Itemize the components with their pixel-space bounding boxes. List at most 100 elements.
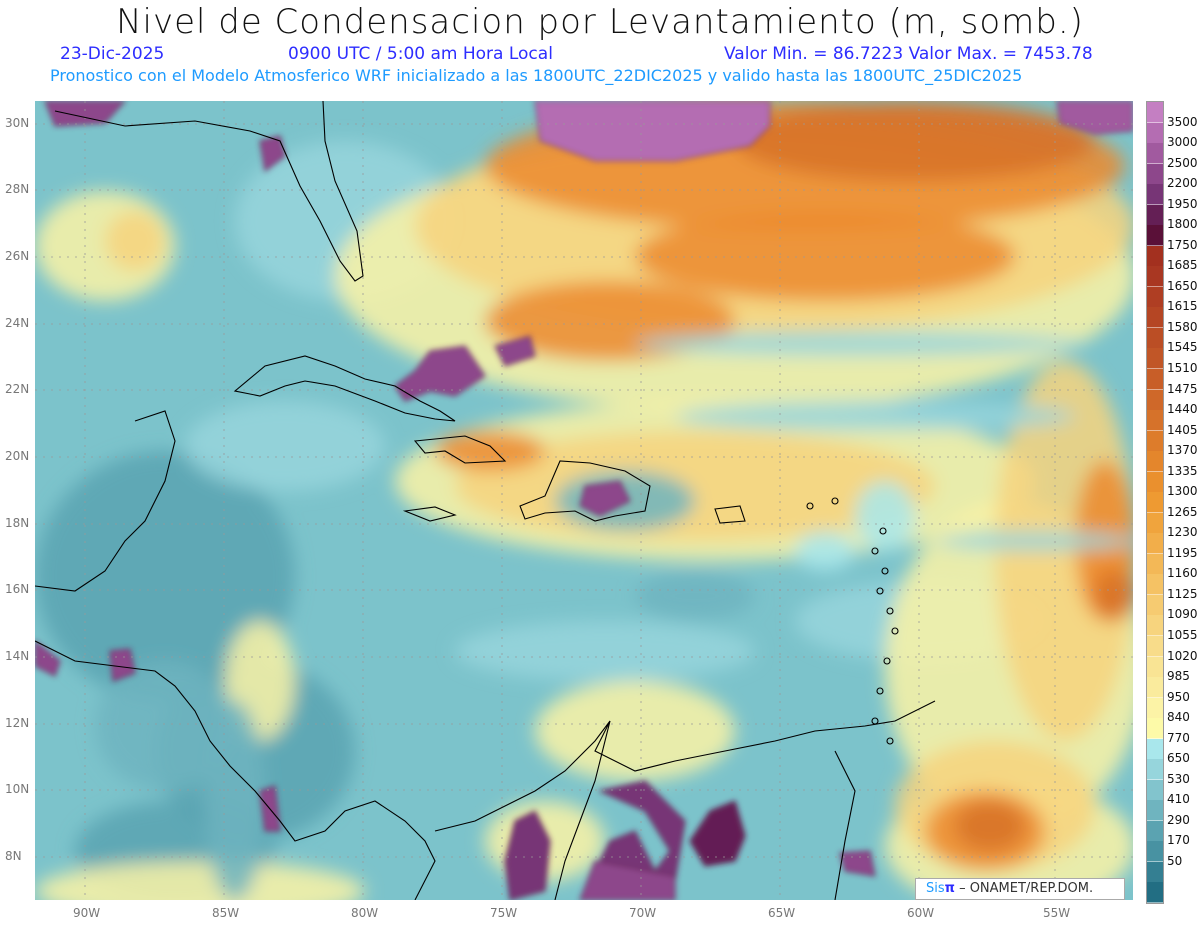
high-lcl-area (839, 850, 876, 877)
field-blob (735, 101, 1095, 181)
coastline (402, 506, 457, 522)
high-lcl-area (504, 810, 551, 900)
latitude-label: 8N (5, 849, 22, 863)
colorbar-label: 1750 (1167, 237, 1198, 252)
field-blob (35, 451, 295, 701)
colorbar-swatch (1147, 615, 1163, 637)
coastline (519, 460, 651, 522)
latitude-label: 18N (5, 516, 30, 530)
island-outline (891, 627, 899, 635)
colorbar-label: 840 (1167, 710, 1190, 725)
colorbar-swatch (1147, 738, 1163, 760)
longitude-label: 90W (73, 906, 101, 920)
colorbar-label: 1440 (1167, 402, 1198, 417)
field-blob (95, 661, 235, 791)
coastline (714, 505, 746, 524)
colorbar-label: 1055 (1167, 628, 1198, 642)
colorbar-label: 1370 (1167, 443, 1198, 458)
min-max-values: Valor Min. = 86.7223 Valor Max. = 7453.7… (724, 44, 1093, 64)
field-blob (1095, 571, 1133, 621)
colorbar-label: 170 (1167, 833, 1190, 848)
high-lcl-area (579, 860, 676, 900)
colorbar-label: 2200 (1167, 176, 1198, 191)
longitude-label: 80W (351, 906, 379, 920)
latitude-label: 24N (5, 316, 30, 330)
field-blob (455, 621, 755, 681)
watermark: Sisπ – ONAMET/REP.DOM. (915, 878, 1125, 900)
colorbar-swatch (1147, 102, 1163, 124)
colorbar-label: 1335 (1167, 463, 1198, 478)
colorbar-swatch (1147, 430, 1163, 452)
field-blob (535, 681, 735, 781)
model-subtitle: Pronostico con el Modelo Atmosferico WRF… (50, 66, 1023, 85)
field-blob (855, 481, 915, 551)
coastline (54, 101, 364, 282)
colorbar-label: 650 (1167, 751, 1190, 766)
coastline (434, 700, 936, 832)
island-outline (881, 567, 889, 575)
coastline (554, 720, 611, 900)
colorbar-swatch (1147, 348, 1163, 370)
island-outline (876, 687, 884, 695)
forecast-time: 0900 UTC / 5:00 am Hora Local (288, 44, 553, 64)
field-blob (795, 531, 855, 571)
colorbar-label: 770 (1167, 730, 1190, 745)
colorbar-label: 2500 (1167, 155, 1198, 170)
colorbar-label: 1125 (1167, 586, 1198, 601)
map-title: Nivel de Condensacion por Levantamiento … (116, 2, 1084, 42)
colorbar-swatch (1147, 779, 1163, 801)
colorbar-swatch (1147, 471, 1163, 493)
colorbar-swatch (1147, 245, 1163, 267)
longitude-label: 85W (212, 906, 240, 920)
coastline (35, 410, 176, 592)
colorbar (1146, 101, 1164, 904)
colorbar-swatch (1147, 574, 1163, 596)
field-blob (105, 211, 165, 271)
colorbar-label: 410 (1167, 792, 1190, 807)
island-outline (879, 527, 887, 535)
sispi-logo-pi: π (944, 881, 955, 896)
colorbar-label: 1195 (1167, 545, 1198, 560)
colorbar-swatch (1147, 697, 1163, 719)
longitude-label: 55W (1043, 906, 1071, 920)
sispi-logo-text: Sis (926, 881, 945, 896)
latitude-label: 12N (5, 716, 30, 730)
colorbar-swatch (1147, 594, 1163, 616)
island-outline (831, 497, 839, 505)
colorbar-label: 1090 (1167, 607, 1198, 622)
latitude-label: 28N (5, 182, 30, 196)
colorbar-swatch (1147, 122, 1163, 144)
lcl-shaded-map (35, 101, 1133, 900)
watermark-text: – ONAMET/REP.DOM. (954, 881, 1094, 896)
high-lcl-area (44, 101, 126, 127)
longitude-label: 70W (629, 906, 657, 920)
colorbar-label: 290 (1167, 812, 1190, 827)
colorbar-swatch (1147, 677, 1163, 699)
high-lcl-area (579, 480, 631, 517)
colorbar-swatch (1147, 143, 1163, 165)
longitude-label: 65W (768, 906, 796, 920)
island-outline (886, 737, 894, 745)
colorbar-label: 1800 (1167, 217, 1198, 232)
colorbar-swatch (1147, 841, 1163, 863)
colorbar-label: 985 (1167, 669, 1190, 684)
latitude-label: 22N (5, 382, 30, 396)
colorbar-swatch (1147, 410, 1163, 432)
colorbar-label: 1300 (1167, 484, 1198, 499)
colorbar-swatch (1147, 492, 1163, 514)
colorbar-swatch (1147, 636, 1163, 658)
colorbar-swatch (1147, 800, 1163, 822)
island-outline (886, 607, 894, 615)
colorbar-swatch (1147, 327, 1163, 349)
colorbar-swatch (1147, 451, 1163, 473)
field-blob (635, 331, 1085, 356)
high-lcl-area (594, 780, 686, 892)
latitude-label: 26N (5, 249, 30, 263)
colorbar-label: 3500 (1167, 114, 1198, 129)
coastline (233, 355, 456, 422)
colorbar-label: 1475 (1167, 381, 1198, 396)
colorbar-label: 50 (1167, 853, 1183, 868)
colorbar-swatch (1147, 286, 1163, 308)
high-lcl-area (494, 335, 536, 367)
coastline (35, 640, 436, 900)
